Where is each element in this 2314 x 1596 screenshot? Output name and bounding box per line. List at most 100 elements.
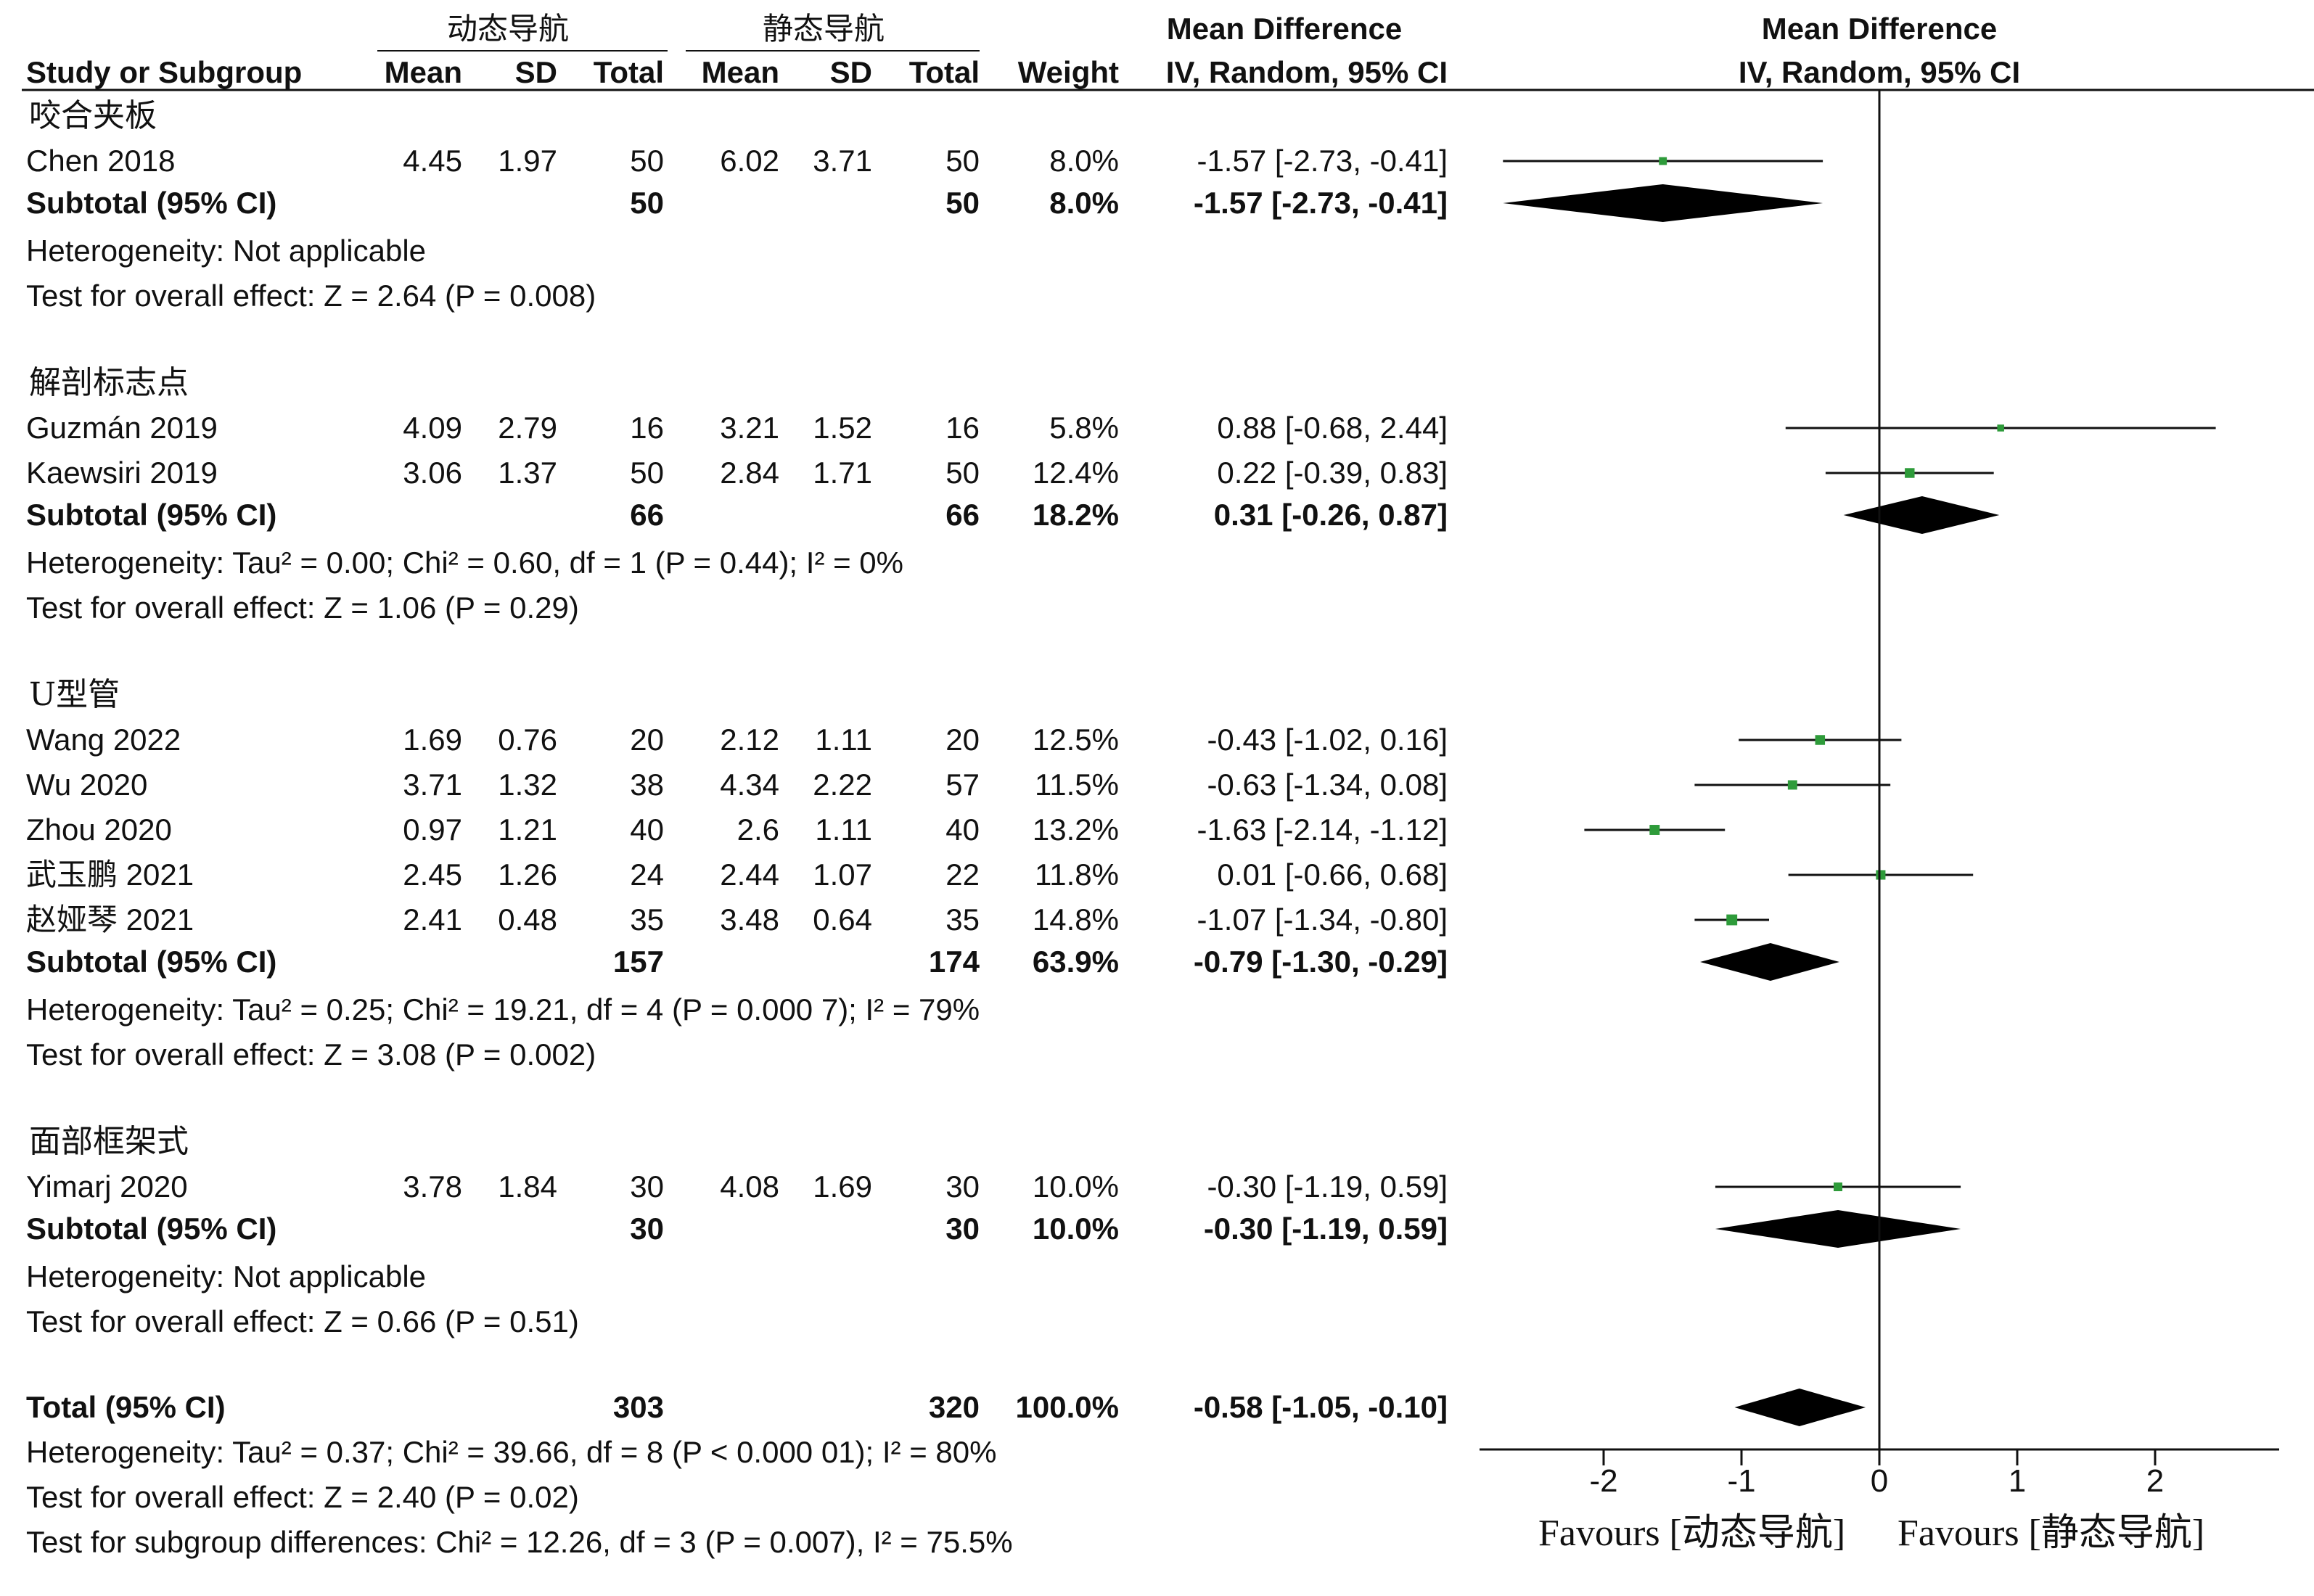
subtotal-diamond [1700, 943, 1839, 981]
ci-text: -1.07 [-1.34, -0.80] [1197, 902, 1448, 937]
sd2-value: 1.11 [815, 723, 872, 757]
total1-value: 40 [630, 813, 664, 847]
mean1-value: 3.78 [403, 1169, 462, 1204]
total-weight: 100.0% [1016, 1390, 1119, 1424]
total-total2: 320 [929, 1390, 980, 1424]
ci-text: -1.57 [-2.73, -0.41] [1197, 144, 1448, 178]
subtotal-label: Subtotal (95% CI) [26, 1212, 276, 1246]
table-layer: 咬合夹板 Chen 2018 4.45 1.97 50 6.02 3.71 50 8.0% -1.… [26, 97, 1448, 1559]
col-weight: Weight [1018, 55, 1119, 89]
group2-header: 静态导航 [763, 11, 885, 46]
study-name: Guzmán 2019 [26, 411, 218, 445]
total1-value: 35 [630, 902, 664, 937]
sd1-value: 1.21 [498, 813, 557, 847]
total-label: Total (95% CI) [26, 1390, 226, 1424]
ci-text: -0.43 [-1.02, 0.16] [1207, 723, 1448, 757]
weight-value: 11.8% [1035, 857, 1119, 892]
md-sub-left: IV, Random, 95% CI [1166, 55, 1448, 89]
study-point [1876, 870, 1886, 880]
mean2-value: 4.08 [720, 1169, 779, 1204]
ci-text: 0.88 [-0.68, 2.44] [1217, 411, 1448, 445]
weight-value: 5.8% [1049, 411, 1119, 445]
subtotal-total2: 30 [945, 1212, 980, 1246]
subtotal-ci-text: -0.79 [-1.30, -0.29] [1194, 945, 1448, 979]
subtotal-weight: 10.0% [1033, 1212, 1119, 1246]
mean2-value: 2.44 [720, 857, 779, 892]
study-name: Kaewsiri 2019 [26, 456, 218, 490]
subgroup-name: 面部框架式 [29, 1123, 189, 1160]
col-total1: Total [594, 55, 664, 89]
total1-value: 50 [630, 144, 664, 178]
subtotal-ci-text: -1.57 [-2.73, -0.41] [1194, 186, 1448, 220]
mean1-value: 4.09 [403, 411, 462, 445]
ci-text: 0.01 [-0.66, 0.68] [1217, 857, 1448, 892]
sd2-value: 1.71 [813, 456, 872, 490]
sd2-value: 2.22 [813, 768, 872, 802]
heterogeneity-text: Heterogeneity: Not applicable [26, 234, 426, 268]
total2-value: 30 [945, 1169, 980, 1204]
col-sd2: SD [830, 55, 872, 89]
total1-value: 30 [630, 1169, 664, 1204]
sd2-value: 1.69 [813, 1169, 872, 1204]
total1-value: 24 [630, 857, 664, 892]
mean1-value: 1.69 [403, 723, 462, 757]
study-point [1787, 780, 1797, 790]
sd2-value: 3.71 [813, 144, 872, 178]
weight-value: 12.4% [1033, 456, 1119, 490]
mean2-value: 2.12 [720, 723, 779, 757]
mean1-value: 4.45 [403, 144, 462, 178]
mean2-value: 2.84 [720, 456, 779, 490]
study-point [1997, 424, 2004, 432]
weight-value: 14.8% [1033, 902, 1119, 937]
subtotal-ci-text: -0.30 [-1.19, 0.59] [1204, 1212, 1448, 1246]
subgroup-name: U型管 [29, 676, 120, 713]
study-name: Chen 2018 [26, 144, 176, 178]
md-sub-right: IV, Random, 95% CI [1739, 55, 2020, 89]
weight-value: 13.2% [1033, 813, 1119, 847]
ci-text: -0.63 [-1.34, 0.08] [1207, 768, 1448, 802]
total-ci-text: -0.58 [-1.05, -0.10] [1194, 1390, 1448, 1424]
mean1-value: 3.06 [403, 456, 462, 490]
col-sd1: SD [515, 55, 557, 89]
sd1-value: 2.79 [498, 411, 557, 445]
overall-effect-text: Test for overall effect: Z = 2.64 (P = 0… [26, 279, 596, 313]
subtotal-label: Subtotal (95% CI) [26, 498, 276, 532]
study-point [1659, 157, 1667, 165]
total2-value: 57 [945, 768, 980, 802]
x-tick-label: 2 [2146, 1463, 2164, 1499]
sd1-value: 1.37 [498, 456, 557, 490]
subtotal-label: Subtotal (95% CI) [26, 186, 276, 220]
mean2-value: 3.48 [720, 902, 779, 937]
subtotal-total1: 66 [630, 498, 664, 532]
study-name: 武玉鹏 2021 [26, 857, 194, 892]
mean1-value: 2.45 [403, 857, 462, 892]
subtotal-total2: 174 [929, 945, 980, 979]
x-tick-label: -2 [1589, 1463, 1617, 1499]
group1-header: 动态导航 [447, 11, 569, 46]
study-name: Zhou 2020 [26, 813, 172, 847]
total2-value: 16 [945, 411, 980, 445]
sd1-value: 1.32 [498, 768, 557, 802]
total2-value: 35 [945, 902, 980, 937]
study-point [1815, 735, 1826, 745]
subgroup-name: 解剖标志点 [29, 364, 189, 401]
study-point [1649, 825, 1660, 835]
subtotal-total1: 30 [630, 1212, 664, 1246]
weight-value: 8.0% [1049, 144, 1119, 178]
overall-effect-text: Test for overall effect: Z = 1.06 (P = 0… [26, 591, 579, 625]
total2-value: 50 [945, 144, 980, 178]
x-tick-label: 0 [1871, 1463, 1888, 1499]
sd1-value: 0.48 [498, 902, 557, 937]
weight-value: 12.5% [1033, 723, 1119, 757]
favours-left: Favours [动态导航] [1538, 1513, 1845, 1554]
md-title-left: Mean Difference [1167, 12, 1402, 46]
total-total1: 303 [613, 1390, 664, 1424]
mean2-value: 6.02 [720, 144, 779, 178]
total-heterogeneity-text: Heterogeneity: Tau² = 0.37; Chi² = 39.66… [26, 1435, 996, 1469]
col-study: Study or Subgroup [26, 55, 302, 89]
subtotal-label: Subtotal (95% CI) [26, 945, 276, 979]
subtotal-diamond [1503, 184, 1823, 222]
subgroup-name: 咬合夹板 [29, 97, 157, 134]
sd1-value: 1.97 [498, 144, 557, 178]
